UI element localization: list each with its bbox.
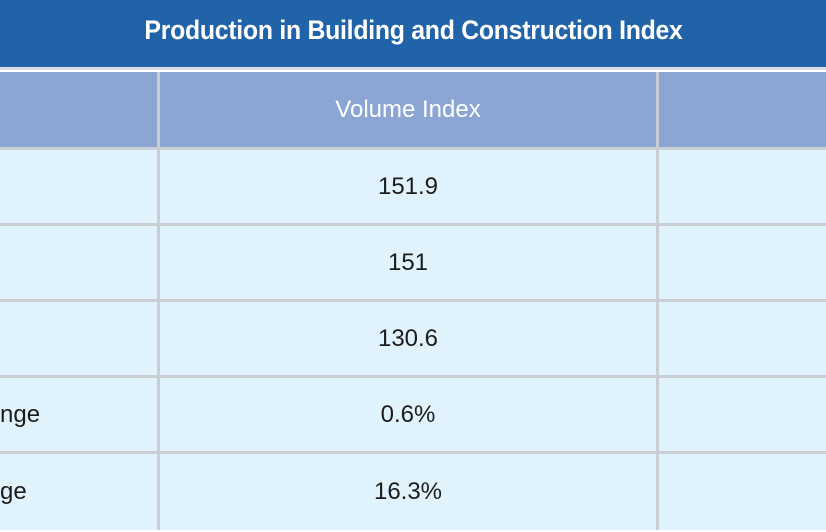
header-cell-volume-index: Volume Index [157, 72, 656, 147]
row-label: ge [0, 478, 27, 505]
row-value-cell: 151.9 [157, 150, 656, 223]
row-label-cell [0, 150, 157, 223]
row-label-cell: nge [0, 378, 157, 451]
row-value-cell: 0.6% [157, 378, 656, 451]
row-extra-cell [656, 454, 826, 530]
title-bar: Production in Building and Construction … [0, 0, 826, 70]
header-cell-label [0, 72, 157, 147]
header-cell-extra [656, 72, 826, 147]
row-extra-cell [656, 150, 826, 223]
row-label-cell [0, 226, 157, 299]
row-value-cell: 151 [157, 226, 656, 299]
row-value-cell: 16.3% [157, 454, 656, 530]
data-table: Volume Index 151.9 151 130.6 nge 0.6% ge… [0, 72, 826, 530]
row-extra-cell [656, 226, 826, 299]
table-row: ge 16.3% [0, 454, 826, 530]
table-row: nge 0.6% [0, 378, 826, 454]
table-title: Production in Building and Construction … [143, 15, 683, 45]
row-value-cell: 130.6 [157, 302, 656, 375]
table-header-row: Volume Index [0, 72, 826, 150]
table-row: 130.6 [0, 302, 826, 378]
row-label-cell: ge [0, 454, 157, 530]
row-label: nge [0, 400, 41, 428]
table-row: 151 [0, 226, 826, 302]
row-extra-cell [656, 302, 826, 375]
table-row: 151.9 [0, 150, 826, 226]
row-extra-cell [656, 378, 826, 451]
row-label-cell [0, 302, 157, 375]
